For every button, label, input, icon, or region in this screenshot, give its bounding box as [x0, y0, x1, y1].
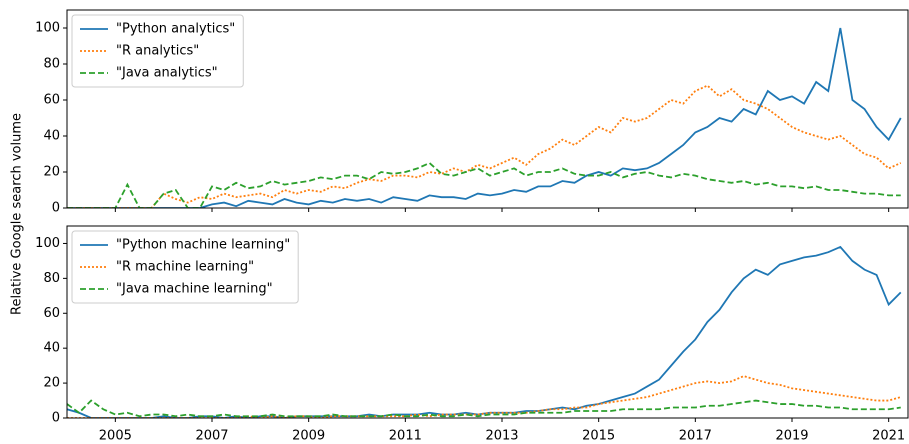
y-tick-label: 60	[43, 93, 60, 108]
y-tick-label: 60	[43, 306, 60, 321]
legend-label: "Python analytics"	[116, 22, 235, 37]
legend-box	[71, 230, 299, 304]
series-line	[67, 375, 902, 418]
series-line	[67, 84, 902, 208]
y-tick-label: 100	[35, 236, 60, 251]
series-line	[67, 27, 902, 208]
y-tick-label: 80	[43, 271, 60, 286]
y-tick-label: 0	[52, 411, 60, 426]
legend-label: "R analytics"	[116, 44, 199, 59]
axes-frame	[66, 225, 909, 419]
x-tick-label: 2015	[582, 429, 615, 444]
axes-frame	[66, 9, 909, 209]
x-tick-label: 2011	[389, 429, 422, 444]
y-tick-label: 40	[43, 129, 60, 144]
x-tick-label: 2009	[292, 429, 325, 444]
y-tick-label: 0	[52, 201, 60, 216]
series-line	[67, 161, 901, 208]
series-line	[67, 245, 902, 418]
legend-label: "Python machine learning"	[116, 238, 290, 253]
y-tick-label: 40	[43, 341, 60, 356]
x-tick-label: 2021	[872, 429, 905, 444]
y-tick-label: 80	[43, 57, 60, 72]
x-tick-label: 2019	[775, 429, 808, 444]
x-tick-label: 2007	[195, 429, 228, 444]
y-tick-label: 20	[43, 165, 60, 180]
legend-label: "Java machine learning"	[116, 282, 273, 297]
legend-box	[71, 14, 244, 88]
x-tick-label: 2013	[485, 429, 518, 444]
y-tick-label: 100	[35, 21, 60, 36]
legend-label: "Java analytics"	[116, 66, 218, 81]
x-tick-label: 2005	[99, 429, 132, 444]
x-tick-label: 2017	[679, 429, 712, 444]
y-axis-label: Relative Google search volume	[10, 113, 25, 315]
y-tick-label: 20	[43, 376, 60, 391]
legend-label: "R machine learning"	[116, 260, 254, 275]
